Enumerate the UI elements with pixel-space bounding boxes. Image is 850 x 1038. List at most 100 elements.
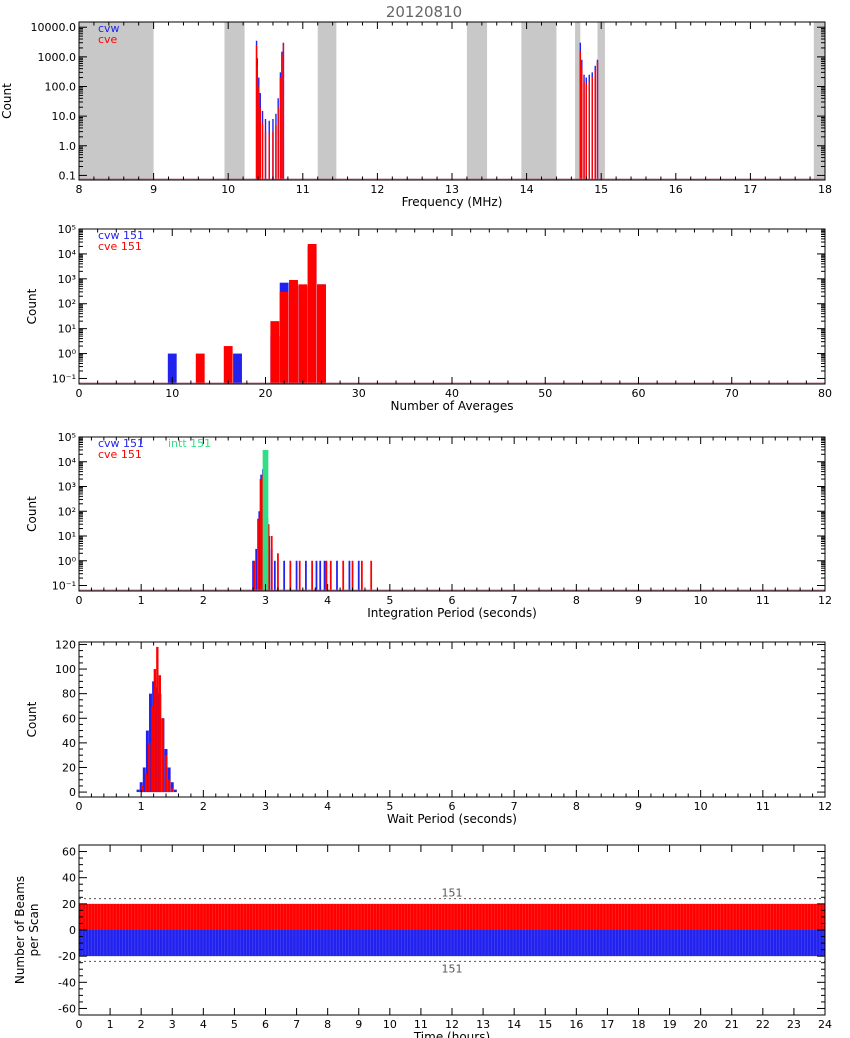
x-tick-label: 16 [669, 183, 683, 196]
x-tick-label: 50 [538, 387, 552, 400]
x-tick-label: 17 [600, 1018, 614, 1031]
figure-title: 20120810 [386, 3, 462, 21]
bar-cvw [336, 560, 338, 591]
x-tick-label: 18 [632, 1018, 646, 1031]
x-tick-label: 12 [818, 594, 832, 607]
bar-cve [261, 474, 264, 591]
bar-cvw [252, 560, 254, 591]
bar-cve [351, 560, 354, 591]
bar-cve [329, 560, 332, 591]
shaded-range [521, 22, 557, 180]
x-tick-label: 2 [138, 1018, 145, 1031]
x-tick-label: 21 [725, 1018, 739, 1031]
x-tick-label: 0 [76, 1018, 83, 1031]
shaded-range [575, 22, 581, 180]
legend-entry-cvw: cvw 151 [98, 229, 144, 242]
bar-cve [282, 43, 285, 180]
bar-cvw [142, 767, 146, 793]
bar-cve [277, 553, 279, 591]
bar-cvw [255, 548, 258, 591]
bar-cve [325, 560, 328, 591]
bar-cve [158, 675, 161, 793]
y-tick-label: 0 [69, 786, 76, 799]
bar-cve [195, 353, 205, 384]
y-tick-label: 40 [62, 872, 76, 885]
x-tick-label: 9 [635, 800, 642, 813]
x-tick-label: 80 [818, 387, 832, 400]
y-tick-label: 100.0 [45, 80, 77, 93]
x-tick-label: 10 [694, 800, 708, 813]
x-tick-label: 14 [507, 1018, 521, 1031]
bar-cve [581, 68, 583, 180]
bar-cve [281, 54, 283, 180]
bar-cvw [315, 560, 318, 591]
legend-entry-cvw: cvw [98, 22, 120, 35]
bar-cve [156, 646, 159, 793]
x-tick-label: 11 [756, 594, 770, 607]
x-tick-label: 11 [296, 183, 310, 196]
bar-cvw [136, 789, 140, 793]
bar-cvw [258, 511, 261, 591]
x-tick-label: 9 [635, 594, 642, 607]
bar-cve [596, 61, 599, 180]
y-tick-label: 20 [62, 898, 76, 911]
bar-cve [151, 705, 154, 793]
x-tick-label: 8 [324, 1018, 331, 1031]
legend-entry-intt: intt 151 [168, 437, 211, 450]
plot-frame [78, 21, 826, 181]
x-tick-label: 12 [370, 183, 384, 196]
bar-cve [583, 81, 585, 180]
bar-cve [272, 131, 274, 180]
x-tick-label: 2 [200, 594, 207, 607]
bar-cve [223, 346, 233, 384]
y-tick-label: 10⁴ [58, 456, 77, 469]
y-tick-label: 1.0 [59, 140, 77, 153]
band-cve [79, 903, 825, 930]
bar-cve [153, 669, 157, 793]
bar-cve [289, 560, 292, 591]
bar-cve [167, 779, 171, 793]
bar-cvw [170, 782, 174, 793]
x-tick-label: 14 [520, 183, 534, 196]
x-tick-label: 15 [594, 183, 608, 196]
bar-cvw [139, 782, 143, 793]
x-tick-label: 6 [449, 594, 456, 607]
y-tick-label: 10⁵ [58, 431, 76, 444]
y-tick-label: 80 [62, 688, 76, 701]
bar-cve [298, 560, 301, 591]
x-tick-label: 5 [386, 594, 393, 607]
bar-cve [256, 65, 258, 180]
bar-cve [144, 773, 148, 793]
bar-cve [164, 755, 168, 793]
shaded-range [813, 22, 825, 180]
bar-cvw [233, 353, 242, 384]
x-tick-label: 17 [743, 183, 757, 196]
x-tick-label: 9 [355, 1018, 362, 1031]
x-tick-label: 0 [76, 387, 83, 400]
y-axis-label: Number of Beams [13, 876, 27, 984]
bar-cve [148, 742, 151, 793]
bar-cve [161, 718, 165, 793]
x-tick-label: 13 [476, 1018, 490, 1031]
x-tick-label: 23 [787, 1018, 801, 1031]
bar-cve [270, 536, 273, 591]
bar-cve [279, 291, 289, 384]
x-tick-label: 11 [414, 1018, 428, 1031]
bar-cvw [305, 560, 307, 591]
bar-cvw [319, 560, 322, 591]
y-tick-label: 0 [69, 924, 76, 937]
x-tick-label: 1 [138, 594, 145, 607]
x-tick-label: 12 [818, 800, 832, 813]
x-tick-label: 4 [324, 594, 331, 607]
y-axis-label: per Scan [27, 904, 41, 957]
panel-nave: 0 10 20 30 40 50 60 70 80 10⁻¹ 10⁰ 10¹ 10² 10³ 10⁴ 10⁵ N… [25, 223, 832, 413]
y-tick-label: -20 [58, 950, 76, 963]
bar-cve [270, 321, 280, 384]
reference-line-label: 151 [442, 887, 463, 900]
y-tick-label: 60 [62, 846, 76, 859]
x-tick-label: 16 [569, 1018, 583, 1031]
y-tick-label: 10⁰ [58, 555, 77, 568]
x-tick-label: 7 [293, 1018, 300, 1031]
x-axis-label: Time (hours) [413, 1030, 490, 1038]
